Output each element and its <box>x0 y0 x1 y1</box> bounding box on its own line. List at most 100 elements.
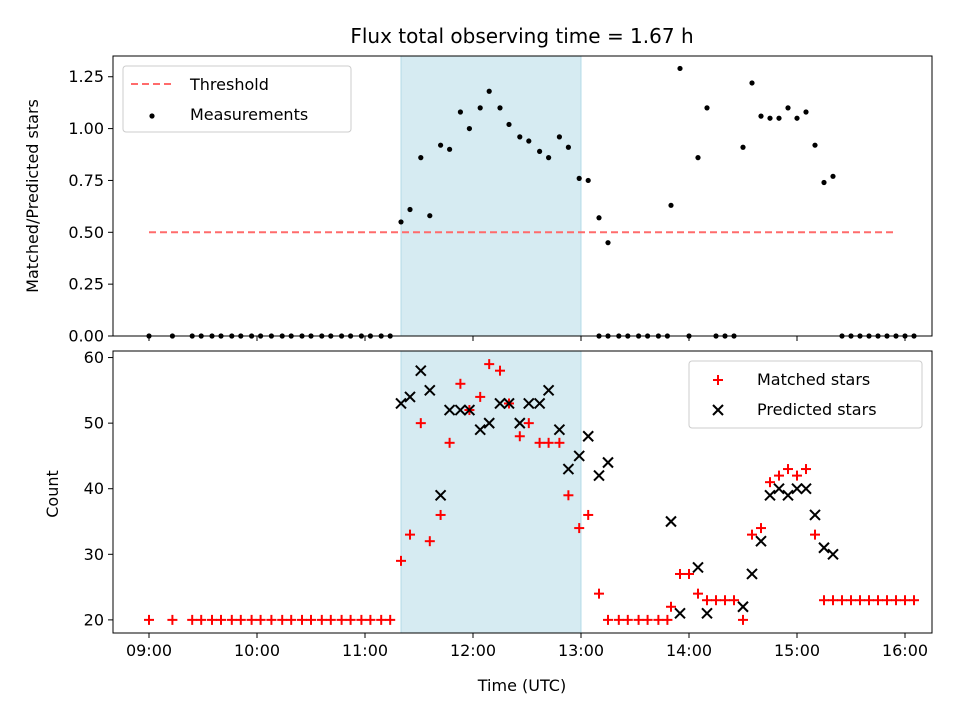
matched-star-marker <box>534 437 545 448</box>
predicted-star-marker <box>443 404 456 416</box>
matched-star-marker <box>653 614 664 625</box>
matched-star-marker <box>900 595 910 606</box>
matched-star-marker <box>286 614 297 625</box>
predicted-star-marker <box>818 542 830 554</box>
matched-star-marker <box>495 365 505 376</box>
ratio-panel-frame <box>112 55 933 337</box>
matched-star-marker <box>444 437 455 448</box>
measurement-point <box>556 134 563 140</box>
matched-star-marker <box>543 437 554 448</box>
measurement-point <box>565 144 572 150</box>
matched-star-marker <box>774 470 784 481</box>
matched-star-marker <box>756 523 766 534</box>
measurement-point <box>398 219 404 225</box>
y-tick-label: 40 <box>84 479 104 498</box>
measurement-point <box>497 105 503 111</box>
matched-star-marker <box>255 614 266 625</box>
matched-star-marker <box>226 614 237 625</box>
measurement-point <box>740 144 746 150</box>
matched-star-marker <box>765 477 775 488</box>
predicted-star-marker <box>764 489 776 501</box>
matched-star-marker <box>167 614 178 625</box>
measurement-point <box>668 202 674 208</box>
predicted-star-marker <box>712 404 724 416</box>
matched-star-marker <box>819 595 829 606</box>
predicted-star-marker <box>514 417 526 429</box>
matched-star-marker <box>864 595 874 606</box>
matched-star-marker <box>792 470 802 481</box>
y-tick-label: 0.25 <box>68 275 104 294</box>
predicted-star-marker <box>755 535 767 547</box>
predicted-star-marker <box>737 601 749 613</box>
matched-star-marker <box>828 595 838 606</box>
measurement-point <box>776 115 782 121</box>
chart-title: Flux total observing time = 1.67 h <box>350 24 693 48</box>
matched-star-marker <box>435 509 446 520</box>
y-tick-label: 50 <box>84 414 104 433</box>
y-tick-label: 0.00 <box>68 327 104 346</box>
x-tick-label: 12:00 <box>450 641 496 660</box>
predicted-star-marker <box>434 489 447 501</box>
ratio-panel: 0.00 0.25 0.50 0.75 1.00 1.25 Flux total obse… <box>23 24 933 346</box>
predicted-star-marker <box>791 483 803 495</box>
legend-predicted-label: Predicted stars <box>757 400 877 419</box>
predicted-star-marker <box>827 548 839 561</box>
measurement-point <box>596 215 602 221</box>
predicted-star-marker <box>746 568 758 580</box>
matched-star-marker <box>909 595 919 606</box>
y-tick-label: 20 <box>84 610 104 629</box>
matched-star-marker <box>666 601 676 612</box>
predicted-star-marker <box>483 417 495 429</box>
y-tick-label: 1.25 <box>68 67 104 86</box>
matched-star-marker <box>385 614 396 625</box>
matched-star-marker <box>246 614 257 625</box>
x-tick-label: 09:00 <box>126 641 172 660</box>
matched-star-marker <box>882 595 892 606</box>
matched-star-marker <box>424 536 435 547</box>
x-tick-label: 13:00 <box>558 641 604 660</box>
legend-measurements-label: Measurements <box>190 105 308 124</box>
count-y-axis-ticks: 20 30 40 50 60 <box>84 348 113 629</box>
measurement-point <box>677 65 683 72</box>
measurement-point <box>785 105 791 111</box>
matched-star-marker <box>277 614 288 625</box>
measurement-point <box>830 173 836 179</box>
predicted-star-marker <box>773 483 785 495</box>
matched-star-marker <box>873 595 883 606</box>
measurement-point <box>576 175 582 181</box>
legend-box <box>122 65 352 133</box>
matched-star-marker <box>684 568 694 579</box>
count-y-axis-label: Count <box>43 470 62 518</box>
measurement-point <box>457 109 463 115</box>
predicted-star-marker <box>463 404 476 416</box>
predicted-star-marker <box>395 397 407 410</box>
x-tick-label: 10:00 <box>234 641 280 660</box>
matched-star-marker <box>891 595 901 606</box>
matched-star-marker <box>216 614 226 625</box>
measurement-point <box>758 113 764 119</box>
matched-star-marker <box>235 614 246 625</box>
matched-star-marker <box>662 614 673 625</box>
matched-star-marker <box>325 614 336 625</box>
matched-star-marker <box>405 529 415 540</box>
measurement-point <box>767 115 773 121</box>
predicted-star-marker <box>494 397 506 410</box>
predicted-star-marker <box>474 423 486 436</box>
matched-star-marker <box>613 614 624 625</box>
predicted-star-marker <box>665 515 677 528</box>
matched-star-marker <box>196 614 207 625</box>
matched-star-marker <box>729 595 739 606</box>
measurement-point <box>803 109 809 115</box>
predicted-star-marker <box>674 607 686 620</box>
matched-star-marker <box>693 588 703 599</box>
measurement-point <box>447 146 453 152</box>
predicted-star-marker <box>582 430 594 442</box>
matched-star-marker <box>675 568 685 579</box>
matched-star-marker <box>187 614 198 625</box>
matched-star-marker <box>207 614 217 625</box>
measurement-point <box>704 105 710 111</box>
matched-star-marker <box>514 431 525 442</box>
legend-threshold-label: Threshold <box>189 75 269 94</box>
y-tick-label: 0.75 <box>68 171 104 190</box>
